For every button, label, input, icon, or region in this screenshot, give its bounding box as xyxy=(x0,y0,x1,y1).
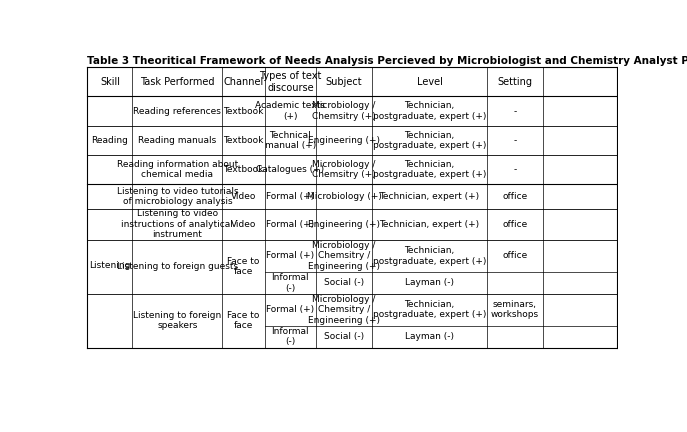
Text: Face to
face: Face to face xyxy=(227,257,260,276)
Text: Textbook: Textbook xyxy=(223,136,264,145)
Text: -: - xyxy=(513,136,517,145)
Text: Formal (+): Formal (+) xyxy=(267,305,315,314)
Text: Microbiology /
Chemsitry (+): Microbiology / Chemsitry (+) xyxy=(313,160,376,179)
Text: Social (-): Social (-) xyxy=(324,332,364,341)
Text: Textbook: Textbook xyxy=(223,165,264,174)
Text: Microbiology (+): Microbiology (+) xyxy=(306,192,381,201)
Text: Level: Level xyxy=(417,77,442,87)
Text: Formal (+): Formal (+) xyxy=(267,192,315,201)
Text: Technician,
postgraduate, expert (+): Technician, postgraduate, expert (+) xyxy=(373,160,486,179)
Text: Engineering (+): Engineering (+) xyxy=(308,136,380,145)
Text: Catalogues (+): Catalogues (+) xyxy=(256,165,324,174)
Text: Technician,
postgraduate, expert (+): Technician, postgraduate, expert (+) xyxy=(373,300,486,320)
Text: Formal (+): Formal (+) xyxy=(267,220,315,229)
Text: -: - xyxy=(513,165,517,174)
Text: Types of text
discourse: Types of text discourse xyxy=(259,71,322,93)
Text: Listening to video tutorials
of microbiology analysis: Listening to video tutorials of microbio… xyxy=(117,187,238,206)
Text: Informal
(-): Informal (-) xyxy=(271,327,309,346)
Text: Microbiology /
Chemsitry /
Engineering (+): Microbiology / Chemsitry / Engineering (… xyxy=(308,295,380,325)
Text: Video: Video xyxy=(231,220,256,229)
Text: Technical
manual (+): Technical manual (+) xyxy=(264,131,316,150)
Text: Listening to foreign
speakers: Listening to foreign speakers xyxy=(133,311,221,330)
Text: Technician, expert (+): Technician, expert (+) xyxy=(380,220,480,229)
Text: Listening: Listening xyxy=(89,261,131,270)
Text: Textbook: Textbook xyxy=(223,107,264,116)
Text: seminars,
workshops: seminars, workshops xyxy=(491,300,539,320)
Text: Reading information about
chemical media: Reading information about chemical media xyxy=(117,160,238,179)
Text: Task Performed: Task Performed xyxy=(140,77,214,87)
Text: Listening to video
instructions of analytical
instrument: Listening to video instructions of analy… xyxy=(122,210,234,239)
Text: Informal
(-): Informal (-) xyxy=(271,273,309,292)
Text: Microbiology /
Chemsitry /
Engineering (+): Microbiology / Chemsitry / Engineering (… xyxy=(308,241,380,271)
Text: Reading: Reading xyxy=(91,136,128,145)
Text: Technician, expert (+): Technician, expert (+) xyxy=(380,192,480,201)
Text: Technician,
postgraduate, expert (+): Technician, postgraduate, expert (+) xyxy=(373,102,486,121)
Text: Channel: Channel xyxy=(223,77,264,87)
Text: office: office xyxy=(502,251,528,260)
Text: Academic texts
(+): Academic texts (+) xyxy=(256,102,326,121)
Text: Formal (+): Formal (+) xyxy=(267,251,315,260)
Text: office: office xyxy=(502,220,528,229)
Text: Subject: Subject xyxy=(326,77,363,87)
Text: Setting: Setting xyxy=(497,77,532,87)
Text: Technician,
postgraduate, expert (+): Technician, postgraduate, expert (+) xyxy=(373,131,486,150)
Text: Layman (-): Layman (-) xyxy=(405,278,454,287)
Text: Technician,
postgraduate, expert (+): Technician, postgraduate, expert (+) xyxy=(373,246,486,266)
Text: Reading manuals: Reading manuals xyxy=(138,136,216,145)
Text: Face to
face: Face to face xyxy=(227,311,260,330)
Text: Layman (-): Layman (-) xyxy=(405,332,454,341)
Text: Video: Video xyxy=(231,192,256,201)
Text: Table 3 Theoritical Framework of Needs Analysis Percieved by Microbiologist and : Table 3 Theoritical Framework of Needs A… xyxy=(87,57,687,67)
Text: Microbiology /
Chemsitry (+): Microbiology / Chemsitry (+) xyxy=(313,102,376,121)
Text: -: - xyxy=(513,107,517,116)
Text: office: office xyxy=(502,192,528,201)
Text: Social (-): Social (-) xyxy=(324,278,364,287)
Text: Reading references: Reading references xyxy=(133,107,221,116)
Text: Skill: Skill xyxy=(100,77,120,87)
Text: Listening to foreign guests: Listening to foreign guests xyxy=(117,262,238,271)
Text: Engineering (+): Engineering (+) xyxy=(308,220,380,229)
